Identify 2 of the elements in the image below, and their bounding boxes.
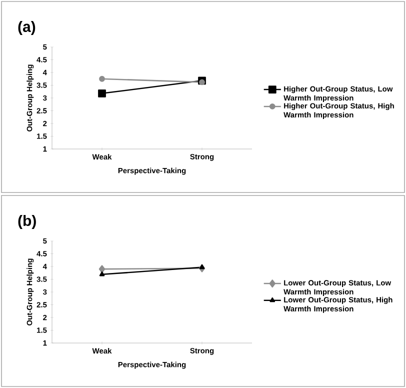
chart-title: (a) <box>18 21 36 35</box>
chart-title: (b) <box>18 215 36 229</box>
